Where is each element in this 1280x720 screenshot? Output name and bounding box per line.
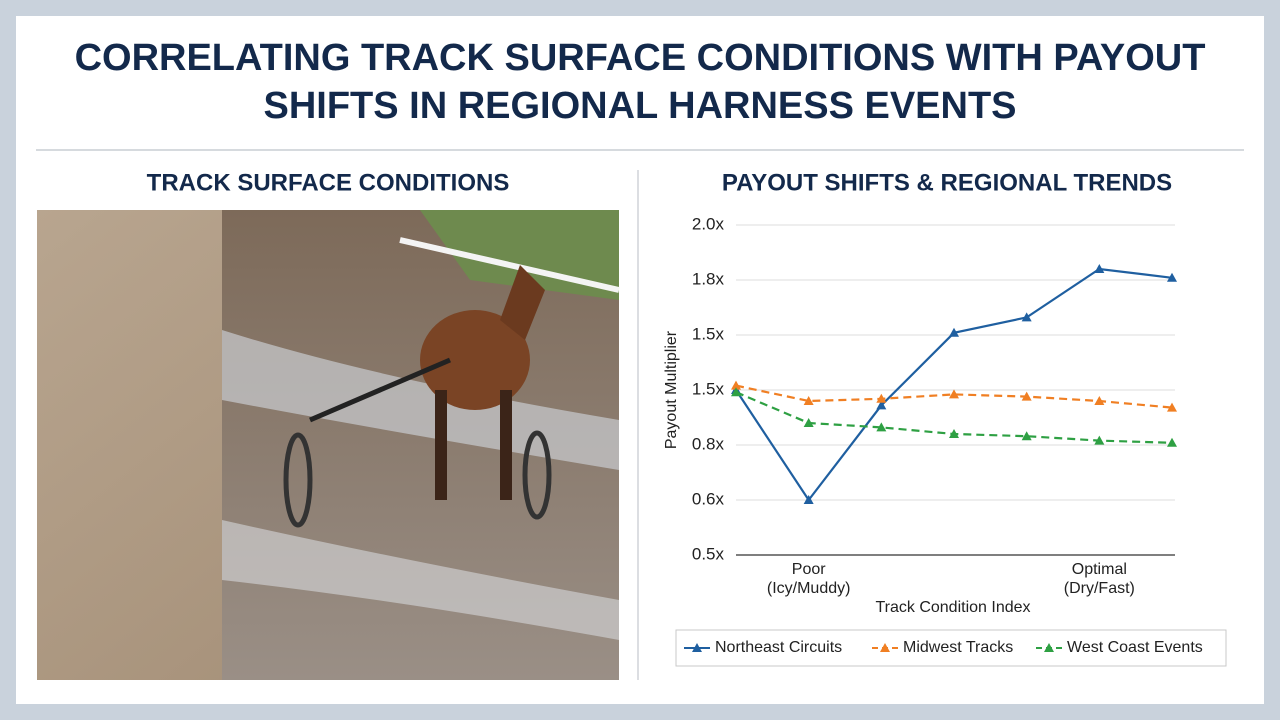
- x-tick-line: (Icy/Muddy): [767, 580, 851, 597]
- y-axis-label: Payout Multiplier: [663, 330, 680, 449]
- point: [876, 422, 887, 432]
- y-tick-label: 0.5x: [692, 544, 725, 563]
- x-axis-label: Track Condition Index: [875, 599, 1030, 616]
- x-tick-line: Optimal: [1072, 561, 1127, 578]
- legend-label: Midwest Tracks: [903, 639, 1013, 656]
- point: [949, 429, 959, 438]
- point: [1167, 437, 1177, 447]
- point: [731, 387, 741, 397]
- point: [876, 393, 887, 403]
- legend-label: Northeast Circuits: [715, 639, 842, 656]
- point: [1021, 431, 1032, 441]
- point: [1094, 396, 1105, 405]
- legend-marker: [1044, 643, 1054, 652]
- track-photo: [37, 210, 620, 680]
- panel-heading: TRACK SURFACE CONDITIONS: [147, 169, 510, 196]
- point: [803, 396, 814, 405]
- x-tick-line: (Dry/Fast): [1064, 580, 1135, 597]
- chart-title: PAYOUT SHIFTS & REGIONAL TRENDS: [722, 169, 1172, 196]
- y-tick-label: 0.8x: [692, 434, 725, 453]
- y-tick-label: 1.5x: [692, 324, 725, 343]
- legend-marker: [880, 643, 890, 652]
- y-tick-label: 1.8x: [692, 269, 725, 288]
- point: [1094, 435, 1105, 445]
- x-tick-label: Optimal (Dry/Fast): [1064, 561, 1135, 597]
- point: [1094, 264, 1105, 273]
- legend-label: West Coast Events: [1067, 639, 1203, 656]
- point: [949, 327, 959, 337]
- y-tick-label: 1.5x: [692, 379, 725, 398]
- title-line: CORRELATING TRACK SURFACE CONDITIONS WIT…: [75, 37, 1206, 79]
- point: [803, 418, 814, 427]
- x-tick-label: Poor (Icy/Muddy): [767, 561, 851, 597]
- x-tick-line: Poor: [792, 561, 826, 578]
- point: [1167, 402, 1177, 412]
- legend-marker: [692, 643, 702, 652]
- legend-box: [675, 629, 1227, 667]
- point: [803, 495, 814, 504]
- point: [1021, 391, 1032, 401]
- y-tick-label: 0.6x: [692, 489, 725, 508]
- title-line: SHIFTS IN REGIONAL HARNESS EVENTS: [263, 85, 1016, 127]
- point: [876, 400, 887, 410]
- point: [949, 389, 959, 399]
- point: [731, 380, 741, 390]
- point: [1167, 272, 1177, 282]
- point: [1021, 312, 1032, 322]
- y-tick-label: 2.0x: [692, 214, 725, 233]
